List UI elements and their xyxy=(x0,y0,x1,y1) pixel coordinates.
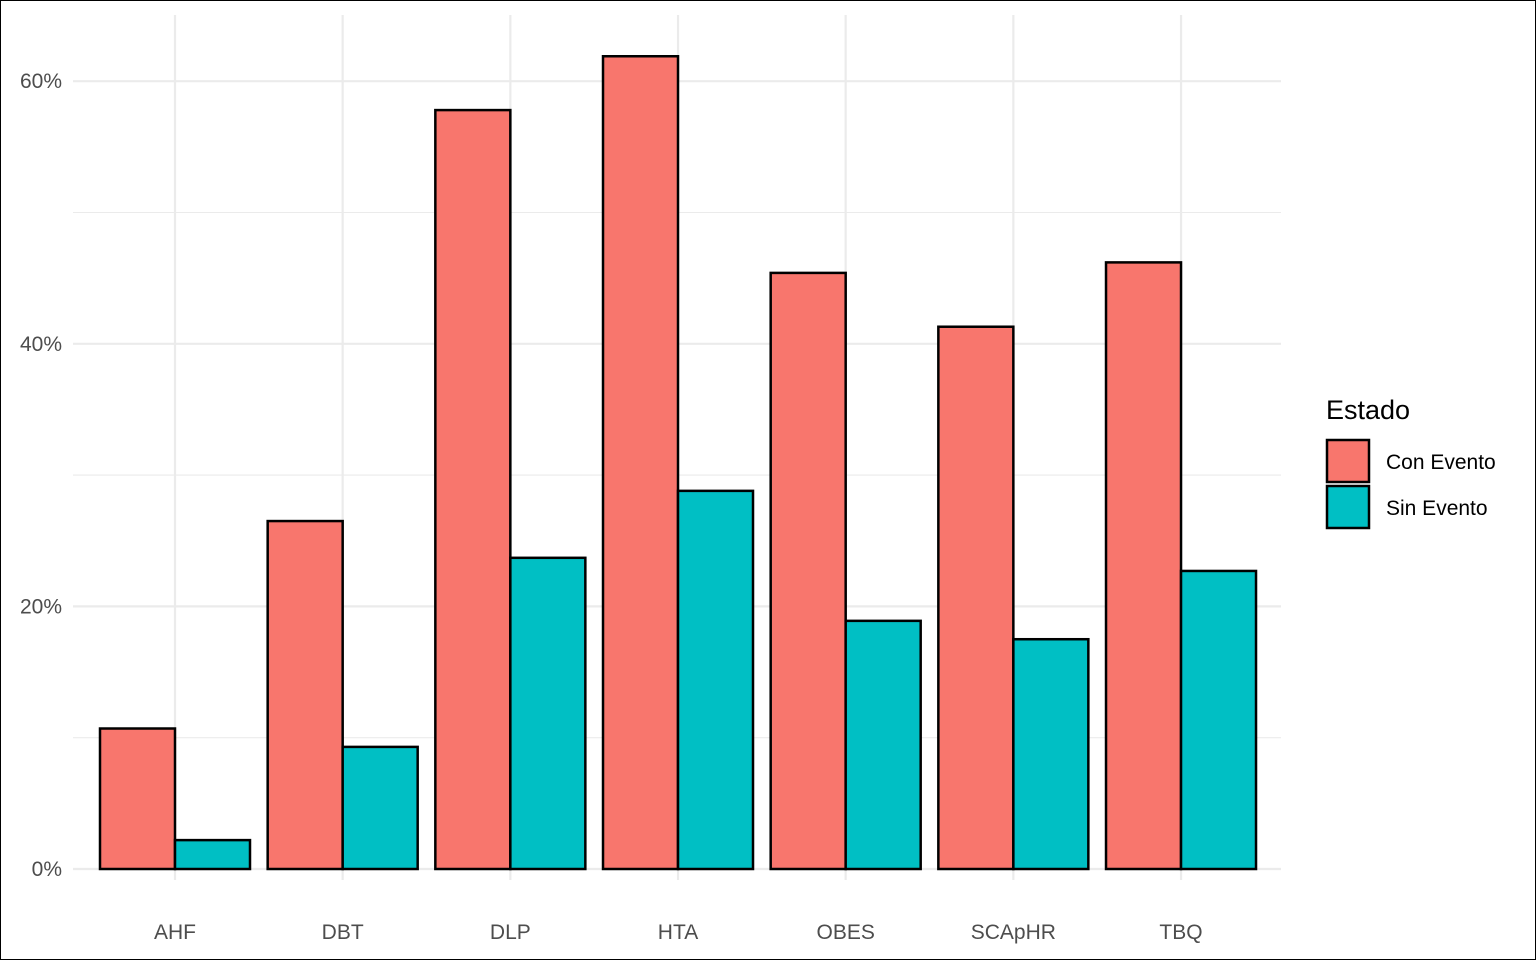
x-tick-label: OBES xyxy=(817,921,875,944)
x-tick-label: HTA xyxy=(658,921,698,944)
bar-con-evento xyxy=(434,108,512,871)
bar-con-evento xyxy=(769,271,847,871)
legend-title: Estado xyxy=(1326,395,1410,425)
y-tick-label: 40% xyxy=(20,333,62,356)
x-tick-label: DBT xyxy=(322,921,364,944)
bar-con-evento xyxy=(601,55,680,871)
legend-swatch-sin-evento xyxy=(1325,484,1371,530)
bar-sin-evento xyxy=(509,556,587,871)
legend-label-con-evento: Con Evento xyxy=(1386,451,1496,474)
bars xyxy=(98,55,1258,871)
bar-con-evento xyxy=(266,519,344,871)
bar-sin-evento xyxy=(341,745,419,871)
legend-label-sin-evento: Sin Evento xyxy=(1386,497,1488,520)
bar-sin-evento xyxy=(173,838,252,871)
x-tick-label: DLP xyxy=(490,921,531,944)
bar-sin-evento xyxy=(844,619,922,871)
y-tick-label: 60% xyxy=(20,70,62,93)
y-tick-label: 20% xyxy=(20,595,62,618)
x-tick-label: AHF xyxy=(154,921,196,944)
bar-con-evento xyxy=(937,325,1015,871)
bar-con-evento xyxy=(98,727,177,871)
x-axis: AHF DBT DLP HTA OBES SCApHR TBQ xyxy=(154,921,1203,944)
legend: Estado Con Evento Sin Evento xyxy=(1325,395,1496,530)
bar-sin-evento xyxy=(676,489,755,871)
x-tick-label: TBQ xyxy=(1159,921,1202,944)
x-tick-label: SCApHR xyxy=(971,921,1056,944)
bar-sin-evento xyxy=(1179,569,1258,871)
y-tick-label: 0% xyxy=(32,858,62,881)
bar-sin-evento xyxy=(1012,637,1090,871)
bar-con-evento xyxy=(1104,261,1183,871)
legend-swatch-con-evento xyxy=(1325,438,1371,484)
y-axis: 0% 20% 40% 60% xyxy=(20,70,62,881)
